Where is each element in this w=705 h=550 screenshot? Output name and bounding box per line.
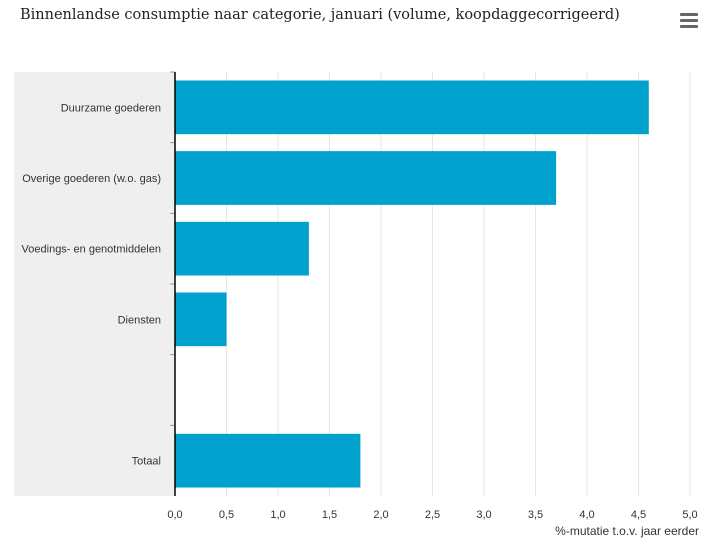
chart-menu-button[interactable] [680, 13, 698, 29]
x-tick-label: 0,0 [167, 509, 182, 521]
x-tick-label: 3,5 [528, 509, 543, 521]
bar [175, 292, 227, 347]
category-label: Totaal [132, 456, 161, 468]
category-band [14, 72, 175, 496]
category-label: Overige goederen (w.o. gas) [22, 173, 161, 185]
category-label: Diensten [118, 314, 161, 326]
bar [175, 151, 557, 205]
bar [175, 433, 361, 488]
category-label: Duurzame goederen [61, 102, 161, 114]
x-tick-label: 2,0 [373, 509, 388, 521]
x-tick-label: 4,0 [579, 509, 594, 521]
chart-title: Binnenlandse consumptie naar categorie, … [20, 7, 620, 23]
x-axis-title: %-mutatie t.o.v. jaar eerder [555, 524, 699, 538]
x-tick-label: 1,5 [322, 509, 337, 521]
bar [175, 221, 309, 276]
x-tick-label: 5,0 [682, 509, 697, 521]
x-tick-label: 2,5 [425, 509, 440, 521]
x-tick-label: 0,5 [219, 509, 234, 521]
hamburger-menu-icon [680, 13, 698, 16]
x-tick-label: 1,0 [270, 509, 285, 521]
bar [175, 80, 649, 135]
category-label: Voedings- en genotmiddelen [22, 244, 161, 256]
x-tick-label: 4,5 [631, 509, 646, 521]
x-tick-label: 3,0 [476, 509, 491, 521]
